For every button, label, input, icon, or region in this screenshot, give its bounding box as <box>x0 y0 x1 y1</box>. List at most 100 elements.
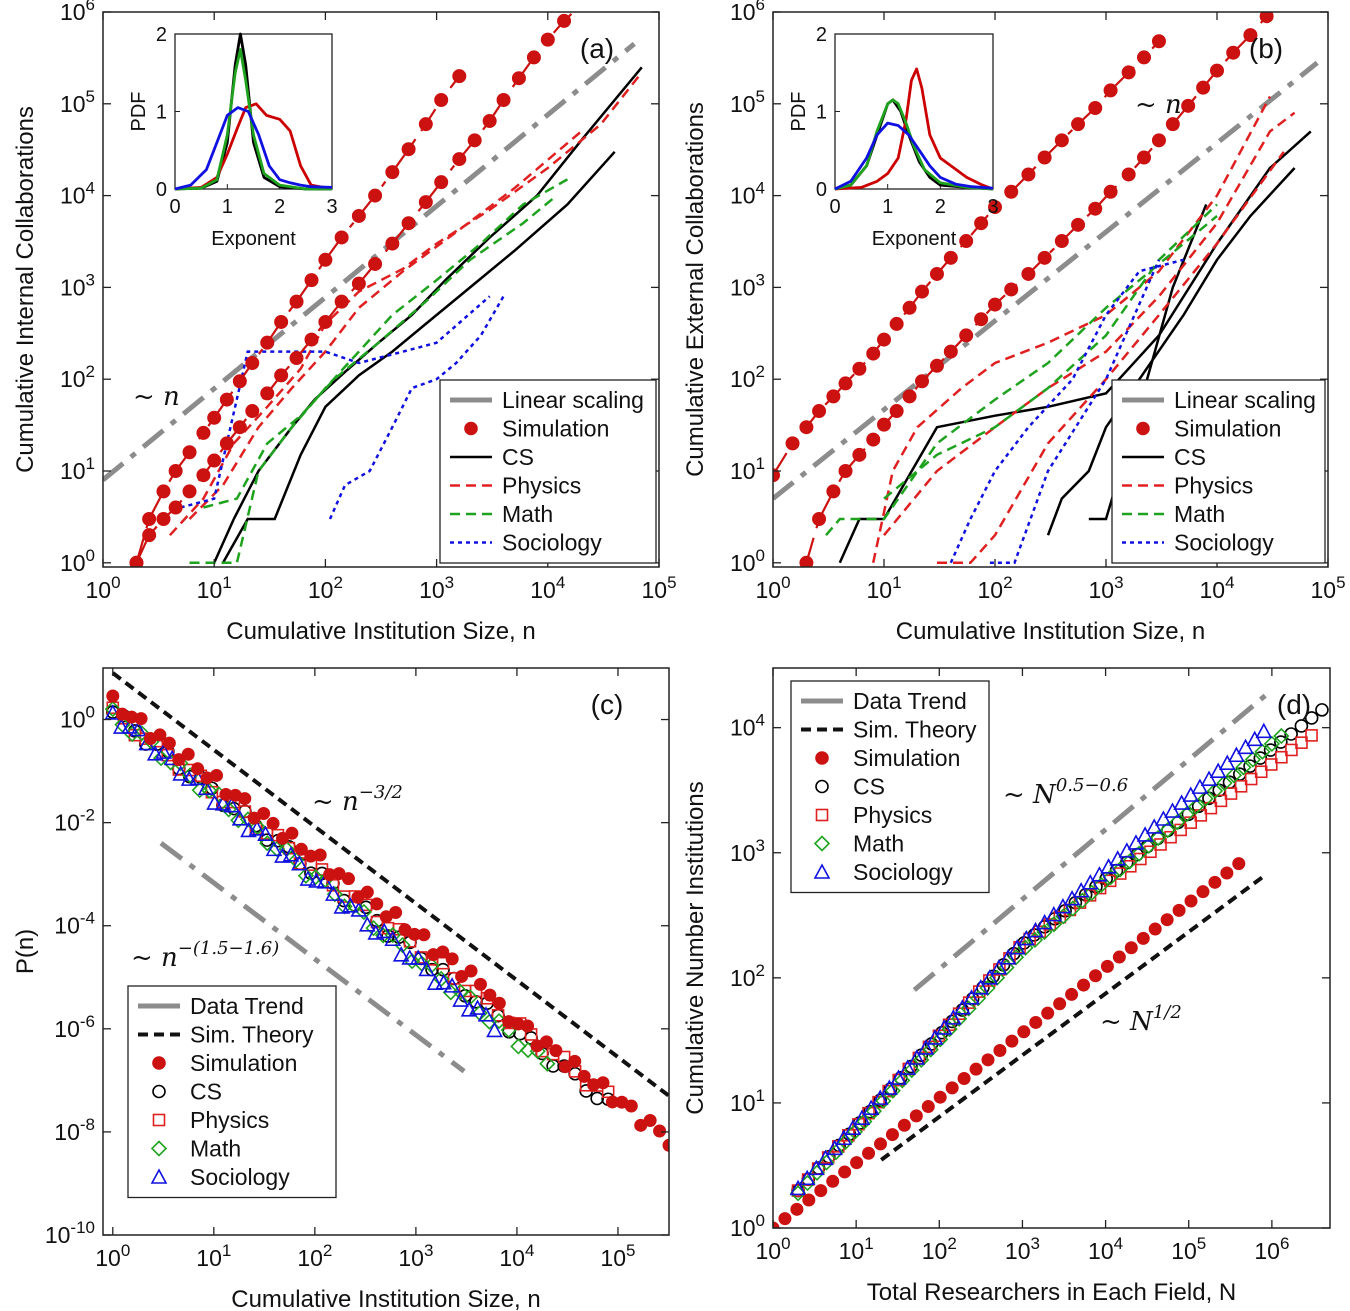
legend-label: Data Trend <box>190 993 304 1019</box>
simulation-point <box>1243 28 1258 43</box>
simulation-point <box>455 969 469 983</box>
point-sociology <box>257 825 274 841</box>
simulation-point <box>1196 885 1210 899</box>
y-tick-label: 100 <box>730 1211 765 1241</box>
x-tick-label: 100 <box>95 1241 130 1271</box>
simulation-point <box>557 13 572 28</box>
point-sociology <box>1136 826 1154 842</box>
point-cs <box>1274 735 1288 749</box>
legend-label: CS <box>1174 444 1206 470</box>
theory-annotation: ~ n−3/2 <box>312 782 403 817</box>
panel-a: 100 101 102 103 104 105100101102103104105106C… <box>12 0 677 645</box>
point-physics <box>1234 780 1248 793</box>
simulation-point <box>852 447 867 462</box>
series-physics <box>188 130 583 520</box>
point-sociology <box>392 946 410 962</box>
simulation-point <box>909 1109 923 1123</box>
y-axis-label: Cumulative External Collaborations <box>682 102 709 477</box>
simulation-point <box>260 335 275 350</box>
simulation-point <box>1088 101 1103 116</box>
point-math <box>1064 900 1081 917</box>
simulation-point <box>1172 903 1186 917</box>
x-tick-label: 104 <box>1199 573 1234 603</box>
simulation-point <box>181 747 195 761</box>
x-tick-label: 102 <box>977 573 1012 603</box>
x-axis-label: Cumulative Institution Size, n <box>231 1286 540 1311</box>
point-sociology <box>384 930 402 947</box>
simulation-point <box>943 344 958 359</box>
point-math <box>1131 845 1148 862</box>
legend-swatch <box>813 835 831 852</box>
point-sociology <box>890 1069 907 1085</box>
simulation-point <box>389 905 403 919</box>
y-tick-label: 102 <box>730 961 765 991</box>
simulation-point <box>1053 997 1067 1011</box>
point-sociology <box>469 999 486 1015</box>
panel-label: (d) <box>1277 689 1311 720</box>
y-tick-label: 101 <box>730 454 765 484</box>
y-tick-label: 100 <box>60 546 95 576</box>
legend-label: Simulation <box>1174 416 1281 442</box>
x-tick-label: 103 <box>398 1241 433 1271</box>
plot-frame <box>102 667 670 1236</box>
simulation-point <box>473 977 487 991</box>
simulation-point <box>360 885 374 899</box>
simulation-point <box>1017 1025 1031 1039</box>
simulation-point <box>974 312 989 327</box>
legend-label: Physics <box>1174 473 1253 499</box>
simulation-point <box>1151 34 1166 49</box>
simulation-point <box>511 71 526 86</box>
point-sociology <box>316 873 334 889</box>
point-math <box>913 1051 930 1068</box>
simulation-point <box>1037 250 1052 265</box>
point-math <box>941 1020 958 1038</box>
simulation-point <box>334 294 349 309</box>
simulation-point <box>370 897 384 911</box>
simulation-point <box>162 736 176 750</box>
y-axis-label: P(n) <box>12 929 39 974</box>
point-sociology <box>129 720 147 737</box>
point-sociology <box>248 820 266 836</box>
point-sociology <box>899 1059 916 1075</box>
point-math <box>1093 876 1110 894</box>
simulation-point <box>929 266 944 281</box>
simulation-point <box>318 252 333 267</box>
simulation-point <box>1088 201 1103 216</box>
inset-y-label: PDF <box>128 92 150 132</box>
point-math <box>114 716 131 733</box>
simulation-point <box>496 93 511 108</box>
point-math <box>865 1103 882 1120</box>
x-tick-label: 102 <box>297 1241 332 1271</box>
simulation-point <box>596 1076 610 1090</box>
x-tick-label: 105 <box>1310 573 1345 603</box>
point-cs <box>1263 743 1278 757</box>
scaling-annotation: ~ n <box>1135 90 1182 120</box>
point-sociology <box>155 743 173 759</box>
point-sociology <box>375 922 393 939</box>
simulation-point <box>1160 913 1174 927</box>
point-sociology <box>1118 842 1136 858</box>
point-math <box>856 1113 873 1130</box>
legend-label: Math <box>502 501 553 527</box>
simulation-point <box>257 806 271 820</box>
point-sociology <box>999 949 1017 965</box>
point-cs <box>1304 711 1319 725</box>
simulation-point <box>304 849 318 863</box>
legend-label: Sociology <box>1174 530 1274 556</box>
simulation-point <box>526 50 541 65</box>
simulation-point <box>1137 150 1152 165</box>
simulation-point <box>407 927 421 941</box>
inset-x-tick-label: 2 <box>935 196 946 218</box>
point-sociology <box>418 960 435 977</box>
x-tick-label: 105 <box>1171 1234 1206 1264</box>
point-math <box>951 1010 968 1027</box>
simulation-point <box>245 356 260 371</box>
simulation-point <box>799 420 814 435</box>
legend-label: Physics <box>190 1107 269 1133</box>
point-math <box>201 782 218 799</box>
y-tick-label: 10-4 <box>54 909 95 939</box>
simulation-point <box>452 69 467 84</box>
simulation-point <box>483 988 497 1002</box>
point-math <box>288 852 305 869</box>
simulation-point <box>662 1138 669 1152</box>
